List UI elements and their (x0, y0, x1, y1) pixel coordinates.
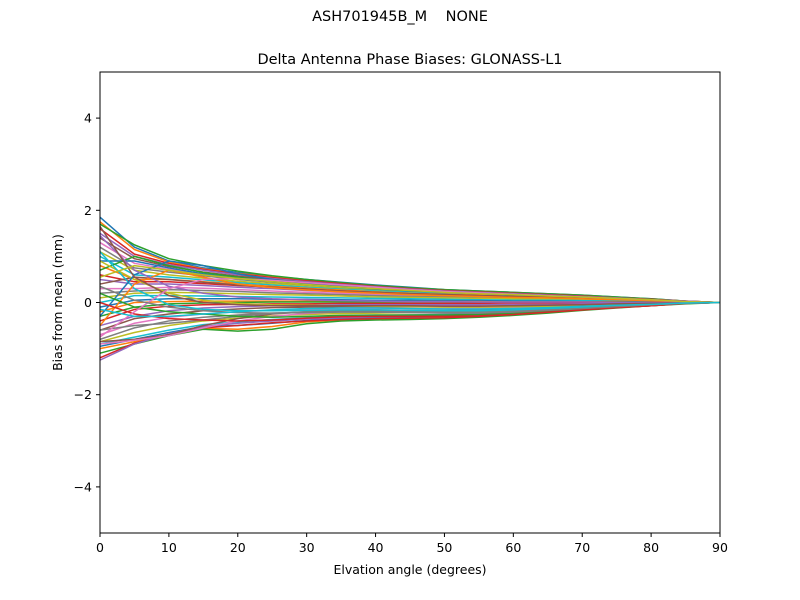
x-tick-label: 70 (574, 540, 590, 555)
series-line-44 (99, 301, 721, 322)
y-tick-label: 4 (84, 111, 92, 126)
x-tick-label: 10 (161, 540, 177, 555)
series-line-42 (99, 269, 721, 327)
series-line-49 (99, 264, 721, 304)
chart-title: Delta Antenna Phase Biases: GLONASS-L1 (257, 52, 562, 68)
x-tick-label: 30 (299, 540, 315, 555)
series-line-48 (99, 285, 721, 314)
x-tick-label: 90 (712, 540, 728, 555)
y-axis: −4 −2 0 2 4 (74, 111, 100, 494)
x-tick-label: 20 (230, 540, 246, 555)
x-axis: 0 10 20 30 40 50 60 70 80 90 (96, 533, 728, 555)
series-line-46 (99, 226, 721, 307)
x-tick-label: 60 (505, 540, 521, 555)
x-tick-label: 80 (643, 540, 659, 555)
y-tick-label: −4 (74, 479, 92, 494)
series-layer (99, 216, 721, 361)
x-tick-label: 0 (96, 540, 104, 555)
y-tick-label: 2 (84, 203, 92, 218)
y-axis-label: Bias from mean (mm) (50, 234, 65, 371)
x-tick-label: 50 (436, 540, 452, 555)
series-line-50 (99, 301, 721, 318)
y-tick-label: 0 (84, 295, 92, 310)
figure-suptitle: ASH701945B_M NONE (312, 9, 488, 25)
x-tick-label: 40 (368, 540, 384, 555)
y-tick-label: −2 (74, 387, 92, 402)
series-line-45 (99, 235, 720, 304)
x-axis-label: Elvation angle (degrees) (333, 562, 486, 577)
